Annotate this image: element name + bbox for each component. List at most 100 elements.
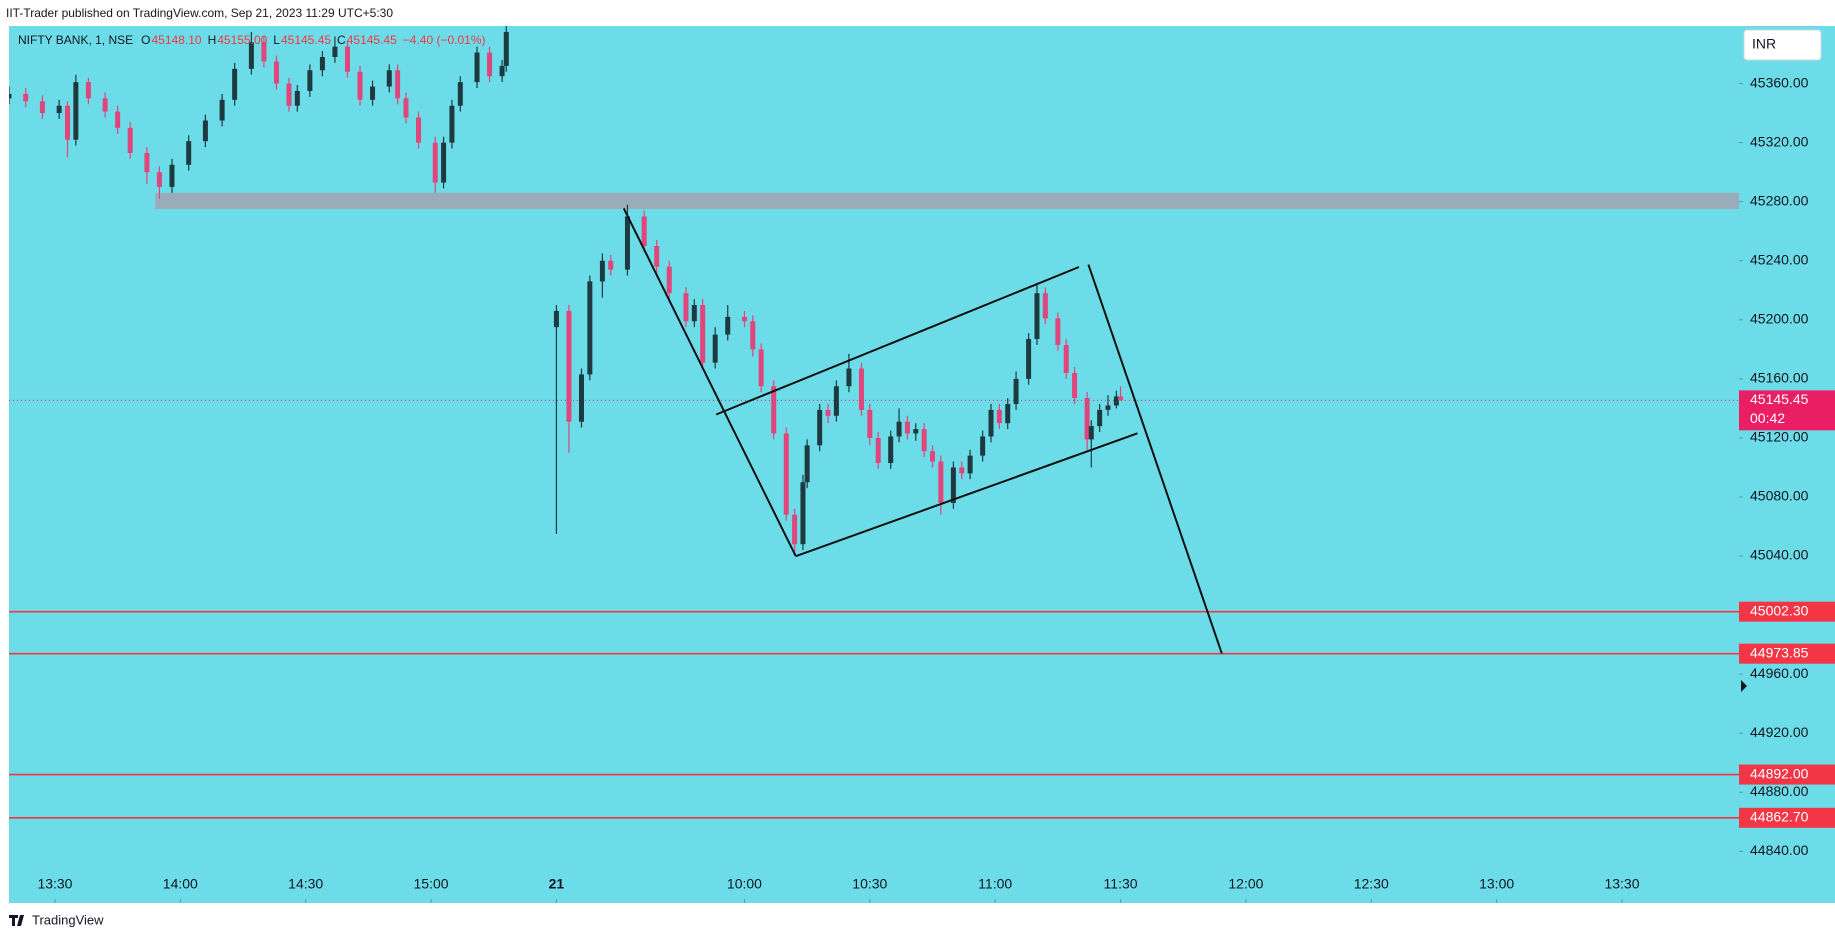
- candle-body: [286, 83, 292, 106]
- candle-body: [144, 152, 150, 173]
- candle-body: [771, 386, 777, 434]
- candle-body: [980, 436, 986, 456]
- candle-body: [750, 321, 756, 350]
- projection-line: [1087, 264, 1223, 654]
- candle-body: [386, 70, 392, 87]
- publish-header: IIT-Trader published on TradingView.com,…: [6, 6, 393, 20]
- candle-body: [294, 90, 300, 106]
- candle-body: [599, 260, 605, 282]
- legend-value: 45155.00: [217, 33, 267, 47]
- candle-body: [432, 142, 438, 183]
- candle-body: [202, 120, 208, 142]
- y-tick-label: 45360.00: [1750, 74, 1809, 90]
- x-tick-label: 13:00: [1479, 876, 1514, 892]
- candle-body: [416, 117, 422, 143]
- candle-body: [232, 68, 238, 100]
- x-tick-label: 12:30: [1354, 876, 1389, 892]
- candle-body: [1097, 409, 1103, 427]
- candle-body: [683, 293, 689, 322]
- candle-body: [825, 409, 831, 416]
- candle-body: [395, 70, 401, 99]
- x-tick-label: 11:00: [978, 876, 1012, 892]
- scroll-marker[interactable]: [1741, 680, 1747, 692]
- x-tick-label: 10:00: [727, 876, 762, 892]
- candle-body: [1105, 405, 1111, 410]
- candle-body: [503, 31, 509, 66]
- x-tick-label: 14:30: [288, 876, 323, 892]
- brand-name: TradingView: [32, 912, 104, 927]
- legend-key: L: [273, 33, 280, 47]
- candle-body: [858, 368, 864, 410]
- candle-body: [904, 421, 910, 434]
- candle-body: [1118, 396, 1124, 401]
- candle-body: [691, 305, 697, 322]
- candle-body: [783, 433, 789, 515]
- candle-body: [896, 421, 902, 437]
- candle-body: [357, 71, 363, 100]
- candle-body: [115, 111, 121, 128]
- candle-body: [959, 467, 965, 474]
- candle-body: [700, 305, 706, 363]
- candle-body: [608, 260, 614, 270]
- candle-body: [1026, 339, 1032, 379]
- x-tick-label: 21: [549, 876, 565, 892]
- candle-body: [248, 42, 254, 69]
- candle-body: [219, 99, 225, 121]
- candle-body: [1072, 372, 1078, 399]
- y-tick-label: 45040.00: [1750, 547, 1809, 563]
- candle-body: [370, 86, 376, 100]
- y-tick-label: 45120.00: [1750, 429, 1809, 445]
- candle-body: [186, 141, 192, 165]
- trend-drawings: [622, 207, 1223, 654]
- level-label: 44973.85: [1750, 644, 1809, 660]
- candle-body: [930, 451, 936, 462]
- candle-body: [996, 409, 1002, 424]
- level-label-box: [1739, 643, 1835, 664]
- candle-body: [1088, 426, 1094, 440]
- legend-value: 45148.10: [152, 33, 202, 47]
- legend-key: C: [337, 33, 346, 47]
- candle-body: [725, 316, 731, 335]
- level-label: 45002.30: [1750, 602, 1809, 618]
- candle-body: [403, 98, 409, 118]
- candle-body: [988, 409, 994, 437]
- level-label-box: [1739, 807, 1835, 828]
- x-tick-label: 12:00: [1228, 876, 1263, 892]
- candle-body: [921, 429, 927, 452]
- y-tick-label: 44920.00: [1750, 724, 1809, 740]
- x-tick-label: 10:30: [852, 876, 887, 892]
- candle-body: [307, 70, 313, 91]
- candle-body: [127, 127, 133, 153]
- legend-value: 45145.45: [347, 33, 397, 47]
- candle-body: [441, 142, 447, 183]
- candle-body: [938, 461, 944, 503]
- candle-body: [85, 82, 91, 99]
- level-label-box: [1739, 601, 1835, 622]
- candle-body: [1034, 293, 1040, 340]
- candle-body: [1063, 344, 1069, 373]
- candle-body: [967, 455, 973, 474]
- candle-body: [23, 93, 29, 102]
- candle-body: [553, 310, 559, 328]
- candle-body: [273, 61, 279, 84]
- currency-button[interactable]: [1743, 29, 1822, 61]
- candle-body: [758, 349, 764, 387]
- candle-body: [474, 52, 480, 83]
- candle-body: [792, 514, 798, 545]
- candle-body: [332, 46, 338, 58]
- candle-body: [875, 437, 881, 464]
- candle-body: [39, 101, 45, 114]
- channel-line: [795, 432, 1138, 558]
- channel-line: [715, 266, 1080, 416]
- candle-body: [800, 482, 806, 545]
- candle-body: [156, 172, 162, 187]
- x-tick-label: 11:30: [1104, 876, 1138, 892]
- candle-body: [1013, 378, 1019, 404]
- candle-body: [804, 445, 810, 483]
- y-tick-label: 44840.00: [1750, 842, 1809, 858]
- candle-body: [833, 386, 839, 416]
- x-tick-label: 14:00: [163, 876, 198, 892]
- candle-body: [888, 436, 894, 464]
